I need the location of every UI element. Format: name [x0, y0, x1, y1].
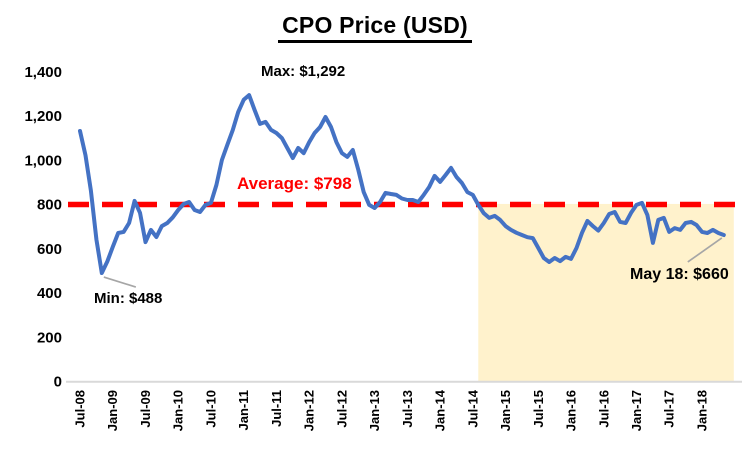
- x-tick-label: Jul-13: [400, 390, 415, 428]
- x-tick-label: Jul-10: [203, 390, 218, 428]
- y-tick-label: 400: [37, 285, 62, 302]
- x-tick-label: Jan-11: [236, 390, 251, 430]
- y-tick-label: 1,200: [24, 108, 62, 125]
- x-tick-label: Jan-18: [694, 390, 709, 431]
- x-tick-label: Jul-09: [138, 390, 153, 428]
- x-tick-label: Jul-14: [465, 389, 480, 427]
- x-tick-label: Jul-11: [269, 390, 284, 427]
- x-tick-label: Jul-16: [596, 390, 611, 428]
- x-tick-label: Jul-12: [334, 390, 349, 428]
- y-tick-label: 1,000: [24, 152, 62, 169]
- min-annotation: Min: $488: [94, 290, 163, 307]
- price-line: [78, 93, 726, 275]
- x-tick-label: Jul-15: [531, 390, 546, 428]
- x-tick-label: Jan-10: [171, 390, 186, 431]
- y-tick-label: 200: [37, 329, 62, 346]
- chart-title: CPO Price (USD): [278, 12, 472, 43]
- y-tick-label: 800: [37, 197, 62, 214]
- min-leader-line: [103, 276, 137, 288]
- x-tick-label: Jan-09: [105, 390, 120, 431]
- x-tick-label: Jul-17: [662, 390, 677, 428]
- y-tick-label: 1,400: [24, 64, 62, 81]
- y-tick-label: 600: [37, 241, 62, 258]
- chart-title-row: CPO Price (USD): [0, 12, 750, 43]
- x-tick-label: Jan-15: [498, 390, 513, 431]
- x-tick-label: Jan-14: [433, 389, 448, 431]
- x-tick-label: Jan-16: [564, 390, 579, 431]
- average-annotation: Average: $798: [237, 174, 352, 193]
- x-tick-label: Jan-12: [302, 390, 317, 431]
- latest-annotation: May 18: $660: [630, 266, 729, 283]
- x-tick-label: Jul-08: [73, 390, 88, 428]
- max-annotation: Max: $1,292: [261, 63, 346, 80]
- y-tick-label: 0: [54, 374, 62, 391]
- x-tick-label: Jan-13: [367, 390, 382, 431]
- latest-leader-line: [687, 237, 723, 263]
- x-tick-label: Jan-17: [629, 390, 644, 431]
- highlight-region: [478, 203, 734, 381]
